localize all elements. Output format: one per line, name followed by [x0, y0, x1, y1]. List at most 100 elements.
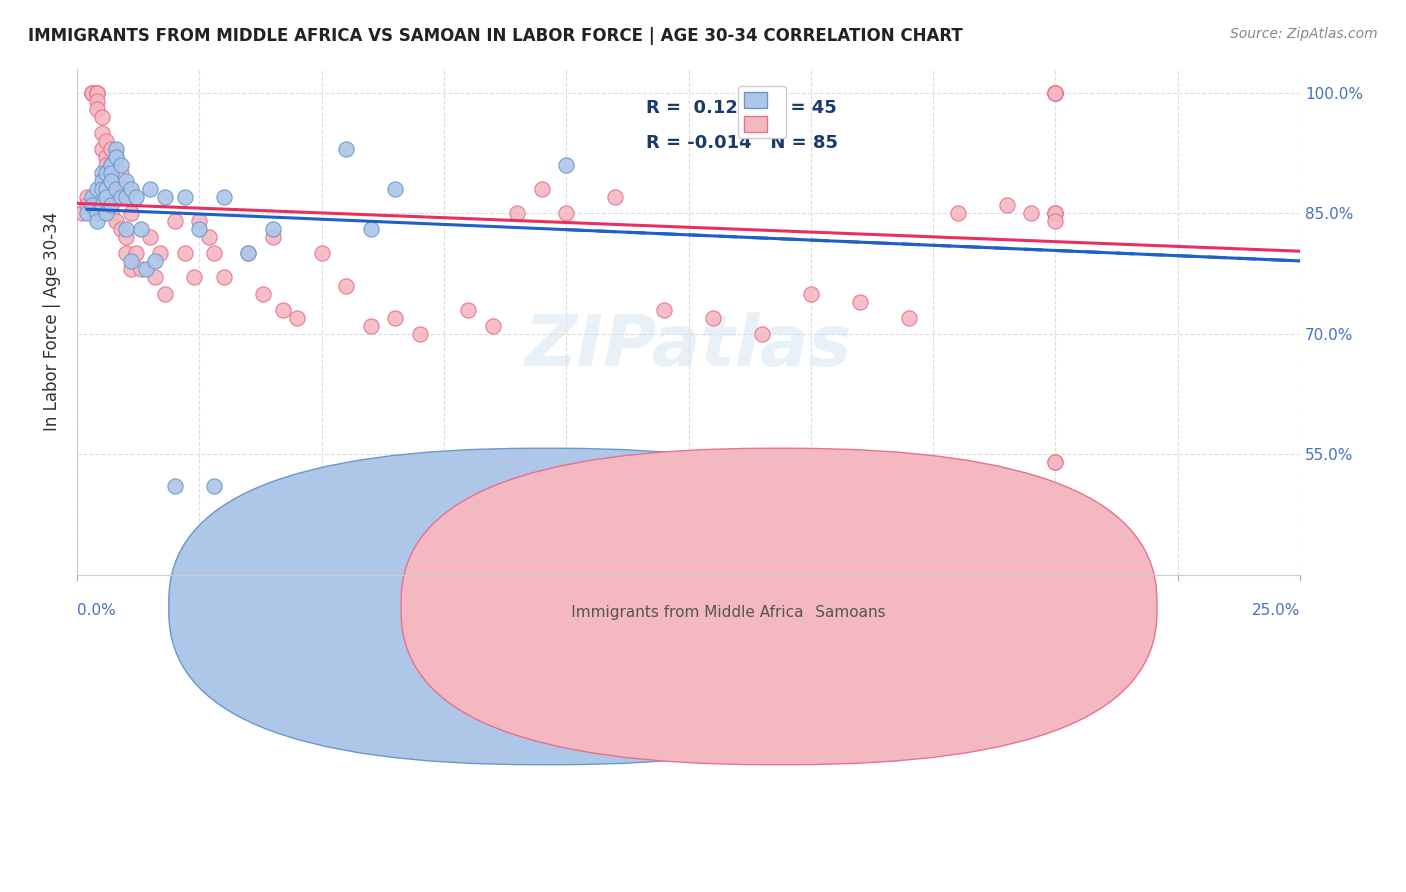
Point — [120, 262, 142, 277]
Point — [125, 190, 148, 204]
Point — [90, 126, 112, 140]
Point — [1045, 86, 1067, 100]
Point — [1045, 86, 1067, 100]
Y-axis label: In Labor Force | Age 30-34: In Labor Force | Age 30-34 — [44, 212, 60, 432]
Point — [96, 190, 118, 204]
Point — [110, 222, 132, 236]
Point — [96, 182, 118, 196]
Point — [897, 310, 920, 325]
Point — [1045, 206, 1067, 220]
Point — [311, 246, 333, 260]
Point — [105, 182, 128, 196]
Point — [212, 270, 235, 285]
Point — [384, 182, 406, 196]
Point — [96, 134, 118, 148]
Point — [115, 230, 138, 244]
Point — [1045, 206, 1067, 220]
Point — [96, 206, 118, 220]
Point — [70, 206, 93, 220]
Point — [163, 479, 186, 493]
Point — [652, 302, 675, 317]
Point — [129, 262, 152, 277]
Point — [139, 230, 162, 244]
Point — [129, 222, 152, 236]
Point — [80, 198, 103, 212]
Point — [76, 190, 98, 204]
Point — [995, 198, 1018, 212]
Point — [360, 222, 382, 236]
Point — [86, 214, 108, 228]
Text: R = -0.014   N = 85: R = -0.014 N = 85 — [645, 135, 838, 153]
Point — [80, 86, 103, 100]
Point — [100, 182, 122, 196]
Point — [212, 190, 235, 204]
Point — [105, 214, 128, 228]
Point — [262, 222, 284, 236]
Text: ZIPatlas: ZIPatlas — [524, 312, 852, 382]
Text: Source: ZipAtlas.com: Source: ZipAtlas.com — [1230, 27, 1378, 41]
Point — [149, 246, 172, 260]
Point — [90, 174, 112, 188]
Point — [86, 102, 108, 116]
Point — [238, 246, 260, 260]
Point — [100, 206, 122, 220]
Point — [198, 230, 221, 244]
Point — [1045, 86, 1067, 100]
Point — [96, 158, 118, 172]
Point — [90, 142, 112, 156]
Point — [96, 150, 118, 164]
Point — [384, 310, 406, 325]
FancyBboxPatch shape — [401, 449, 1157, 764]
Point — [1045, 455, 1067, 469]
Point — [86, 86, 108, 100]
Point — [105, 150, 128, 164]
Point — [76, 206, 98, 220]
Point — [115, 182, 138, 196]
Point — [96, 198, 118, 212]
Point — [86, 94, 108, 108]
Point — [105, 150, 128, 164]
Point — [80, 86, 103, 100]
Point — [1045, 86, 1067, 100]
Point — [848, 294, 870, 309]
Point — [86, 86, 108, 100]
Point — [800, 286, 823, 301]
Point — [110, 166, 132, 180]
Point — [120, 254, 142, 268]
Point — [100, 158, 122, 172]
Point — [252, 286, 274, 301]
Point — [163, 214, 186, 228]
Point — [76, 198, 98, 212]
Point — [285, 310, 308, 325]
Point — [90, 198, 112, 212]
Point — [360, 318, 382, 333]
Point — [1045, 206, 1067, 220]
Point — [143, 254, 166, 268]
Point — [120, 206, 142, 220]
Point — [90, 110, 112, 124]
Point — [1045, 214, 1067, 228]
Point — [100, 198, 122, 212]
Point — [153, 190, 176, 204]
Point — [80, 86, 103, 100]
Point — [100, 158, 122, 172]
Point — [335, 278, 357, 293]
Point — [100, 174, 122, 188]
Point — [80, 190, 103, 204]
Point — [86, 206, 108, 220]
Point — [105, 182, 128, 196]
Point — [139, 182, 162, 196]
Point — [115, 246, 138, 260]
Point — [173, 246, 195, 260]
Point — [90, 182, 112, 196]
Point — [946, 206, 969, 220]
Point — [135, 262, 157, 277]
Point — [110, 158, 132, 172]
Point — [702, 310, 724, 325]
Point — [1019, 206, 1042, 220]
Point — [115, 222, 138, 236]
Text: 25.0%: 25.0% — [1251, 603, 1301, 618]
Point — [153, 286, 176, 301]
Point — [100, 166, 122, 180]
Point — [188, 222, 211, 236]
